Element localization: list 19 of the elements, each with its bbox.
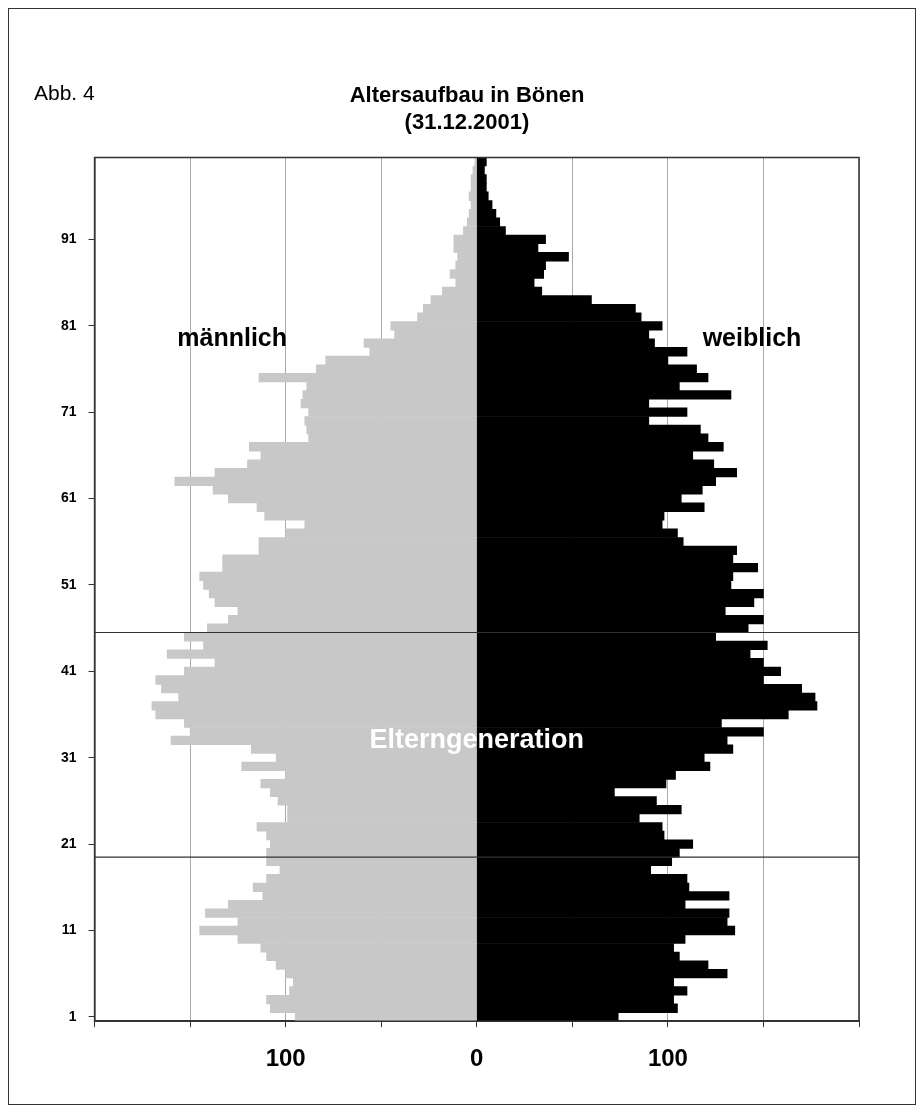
y-tick-label: 61: [60, 489, 77, 506]
y-tick-label: 71: [60, 403, 77, 420]
y-tick-label: 41: [60, 662, 77, 679]
y-tick-label: 21: [60, 834, 77, 851]
series-label: weiblich: [701, 322, 802, 351]
y-tick-label: 31: [60, 748, 77, 765]
y-tick-label: 11: [61, 921, 77, 938]
chart-subtitle: (31.12.2001): [403, 108, 531, 135]
x-tick-label: 0: [470, 1044, 484, 1072]
x-tick-label: 100: [647, 1044, 688, 1072]
annotation: Elterngeneration: [369, 723, 585, 754]
series-label: männlich: [177, 322, 288, 351]
chart-title: Altersaufbau in Bönen: [349, 82, 585, 107]
y-tick-label: 81: [60, 316, 77, 333]
y-tick-label: 91: [60, 230, 77, 247]
y-tick-label: 51: [60, 575, 77, 592]
x-tick-label: 100: [265, 1044, 306, 1072]
y-tick-label: 1: [68, 1007, 77, 1024]
caption: Abb. 4: [34, 81, 95, 105]
